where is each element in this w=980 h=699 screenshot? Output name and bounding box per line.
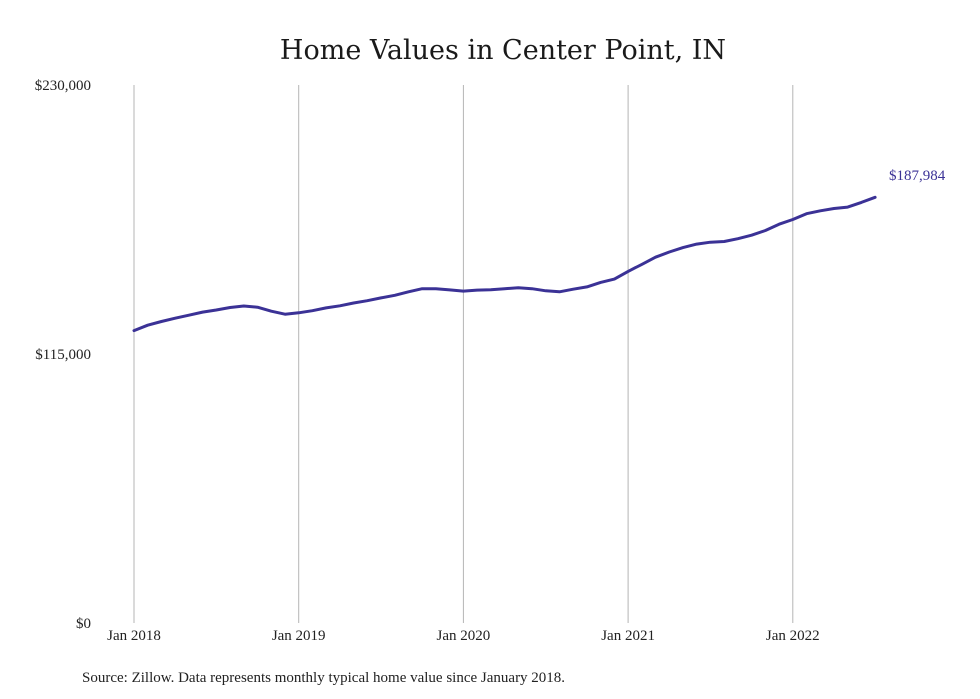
y-tick-label: $115,000	[35, 347, 91, 363]
x-tick-label: Jan 2021	[601, 628, 655, 644]
x-tick-label: Jan 2019	[272, 628, 326, 644]
series-line-0	[132, 195, 877, 333]
gridlines	[133, 85, 794, 623]
series-layer	[132, 195, 877, 333]
x-tick-label: Jan 2018	[107, 628, 161, 644]
chart-title: Home Values in Center Point, IN	[280, 35, 726, 66]
end-value-label: $187,984	[889, 168, 946, 184]
y-tick-label: $230,000	[35, 78, 91, 94]
source-note: Source: Zillow. Data represents monthly …	[82, 670, 565, 686]
x-tick-label: Jan 2020	[437, 628, 491, 644]
y-tick-label: $0	[76, 616, 91, 632]
y-axis-ticks: $0 $115,000 $230,000	[35, 78, 91, 632]
x-tick-label: Jan 2022	[766, 628, 820, 644]
x-axis-ticks: Jan 2018 Jan 2019 Jan 2020 Jan 2021 Jan 2022	[107, 628, 820, 644]
